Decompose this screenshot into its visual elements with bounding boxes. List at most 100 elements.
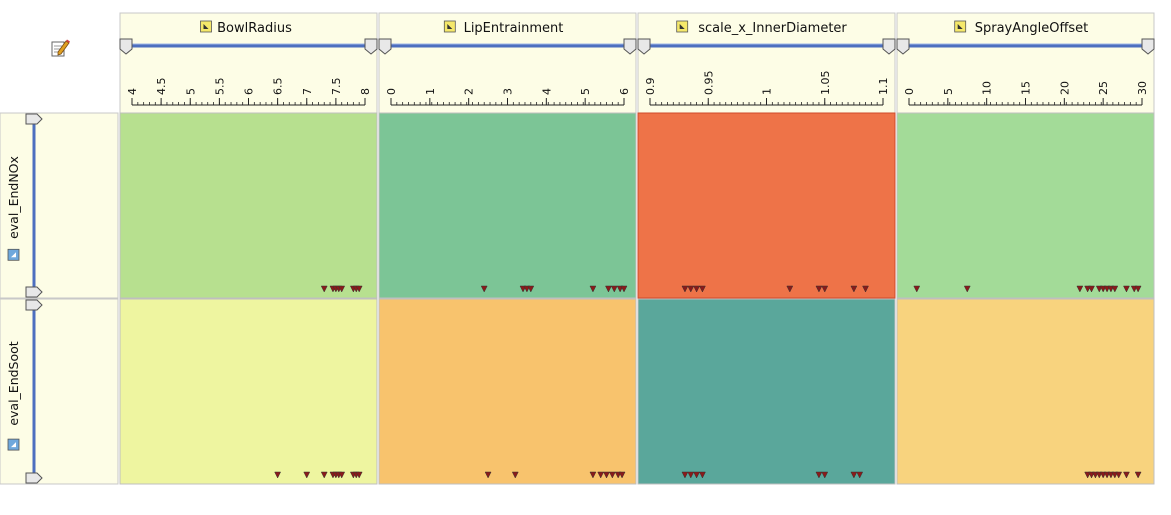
edit-icon[interactable]	[51, 39, 70, 57]
failed-run-marker	[608, 471, 616, 479]
slider-max-handle[interactable]	[882, 38, 896, 55]
failed-run-marker	[821, 285, 829, 293]
column-label: BowlRadius	[217, 21, 292, 36]
failed-run-marker	[1134, 471, 1142, 479]
failed-run-marker	[303, 471, 311, 479]
column-tick-label: 20	[1058, 81, 1071, 95]
panel-background	[896, 298, 1155, 485]
panel-background	[378, 112, 637, 299]
column-tick-label: 7	[301, 88, 314, 95]
column-tick-label: 1.1	[877, 78, 890, 96]
slider-max-handle[interactable]	[25, 299, 43, 311]
column-tick-label: 4.5	[155, 78, 168, 96]
column-tick-label: 25	[1097, 81, 1110, 95]
slider-min-handle[interactable]	[25, 286, 43, 298]
failed-run-marker	[484, 471, 492, 479]
failed-run-marker	[274, 471, 282, 479]
variable-icon[interactable]	[7, 248, 20, 261]
column-label: LipEntrainment	[464, 21, 564, 36]
failed-run-marker	[687, 471, 695, 479]
panel-eval_EndSoot-vs-scale_x_InnerDiameter[interactable]	[637, 0, 896, 496]
failed-run-marker	[320, 471, 328, 479]
slider-max-handle[interactable]	[364, 38, 378, 55]
panel-eval_EndNOx-vs-BowlRadius[interactable]	[119, 0, 378, 304]
slider-min-handle[interactable]	[637, 38, 651, 55]
column-tick-label: 15	[1020, 81, 1033, 95]
slider-max-handle[interactable]	[623, 38, 637, 55]
failed-run-marker	[815, 285, 823, 293]
variable-icon[interactable]	[954, 20, 967, 33]
failed-run-marker	[338, 285, 346, 293]
failed-run-marker	[527, 285, 535, 293]
failed-run-marker	[913, 285, 921, 293]
failed-run-marker	[699, 471, 706, 479]
column-tick-label: 6	[243, 88, 256, 95]
failed-run-marker	[856, 471, 864, 479]
column-tick-label: 0	[385, 88, 398, 95]
panel-background	[637, 112, 896, 299]
failed-run-marker	[618, 471, 626, 479]
panel-eval_EndNOx-vs-scale_x_InnerDiameter[interactable]	[637, 0, 896, 304]
column-tick-label: 5	[184, 88, 197, 95]
failed-run-marker	[1088, 285, 1095, 293]
failed-run-marker	[815, 471, 823, 479]
column-label: SprayAngleOffset	[975, 21, 1089, 36]
column-tick-label: 8	[359, 88, 372, 95]
failed-run-marker	[620, 285, 628, 293]
slider-min-handle[interactable]	[25, 472, 43, 484]
column-header-SprayAngleOffset: SprayAngleOffset 0 5 10 15 20 25 30	[896, 12, 1155, 114]
column-tick-label: 6	[618, 88, 631, 95]
slider-max-handle[interactable]	[1141, 38, 1155, 55]
plot-panels	[119, 0, 1155, 496]
failed-run-marker	[589, 471, 597, 479]
failed-run-marker	[693, 471, 701, 479]
slider-min-handle[interactable]	[378, 38, 392, 55]
panel-eval_EndNOx-vs-LipEntrainment[interactable]	[378, 0, 637, 304]
slider-min-handle[interactable]	[119, 38, 133, 55]
failed-run-marker	[610, 285, 618, 293]
panel-eval_EndSoot-vs-LipEntrainment[interactable]	[378, 0, 637, 496]
failed-run-marker	[850, 471, 858, 479]
panel-eval_EndNOx-vs-SprayAngleOffset[interactable]	[896, 0, 1155, 304]
variable-icon[interactable]	[676, 20, 689, 33]
column-headers: BowlRadius 4 4.5 5 5.5 6 6.5 7 7.5 8 LipEntrainmen…	[119, 12, 1155, 114]
failed-run-marker	[681, 285, 689, 293]
row-header-eval_EndSoot: eval_EndSoot2e-063e-064e-065e-066e-067e-…	[0, 298, 119, 485]
failed-run-marker	[1123, 285, 1130, 293]
column-label: scale_x_InnerDiameter	[698, 21, 847, 36]
panel-background	[896, 112, 1155, 299]
failed-run-marker	[1115, 471, 1123, 479]
failed-run-marker	[480, 285, 488, 293]
failed-run-marker	[589, 285, 597, 293]
column-header-bg	[896, 12, 1155, 114]
column-tick-label: 2	[463, 88, 476, 95]
panel-eval_EndSoot-vs-SprayAngleOffset[interactable]	[896, 0, 1155, 488]
failed-run-marker	[597, 471, 605, 479]
slider-min-handle[interactable]	[896, 38, 910, 55]
row-headers: eval_EndNOx1e-061.5e-062e-062.5e-063e-06…	[0, 112, 119, 485]
failed-run-marker	[786, 285, 794, 293]
row-label: eval_EndNOx	[6, 156, 21, 239]
failed-run-marker	[821, 471, 829, 479]
column-tick-label: 6.5	[272, 78, 285, 96]
variable-icon[interactable]	[7, 438, 20, 451]
variable-icon[interactable]	[200, 20, 212, 33]
column-tick-label: 0.95	[702, 71, 715, 96]
panel-eval_EndSoot-vs-BowlRadius[interactable]	[119, 0, 378, 496]
column-tick-label: 1.05	[819, 71, 832, 96]
variable-icon[interactable]	[443, 20, 456, 33]
column-tick-label: 10	[981, 81, 994, 95]
row-header-bg	[0, 298, 119, 485]
column-tick-label: 4	[126, 88, 139, 95]
column-tick-label: 7.5	[330, 78, 343, 96]
failed-run-marker	[1134, 285, 1142, 293]
failed-run-marker	[320, 285, 328, 293]
failed-run-marker	[1123, 471, 1130, 479]
failed-run-marker	[850, 285, 858, 293]
failed-run-marker	[862, 285, 869, 293]
slider-max-handle[interactable]	[25, 113, 43, 125]
failed-run-marker	[605, 285, 612, 293]
column-tick-label: 0.9	[644, 78, 657, 96]
column-tick-label: 0	[903, 88, 916, 95]
row-label: eval_EndSoot	[6, 341, 21, 425]
